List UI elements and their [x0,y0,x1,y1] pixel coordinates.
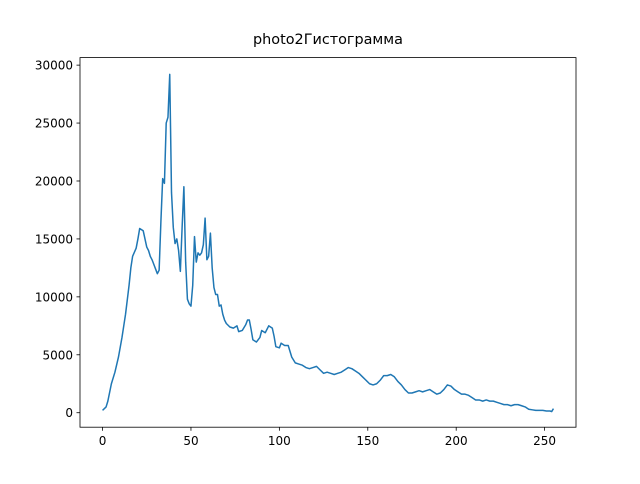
plot-frame [79,57,577,428]
y-tick-label: 20000 [35,174,73,188]
y-tick-label: 0 [65,406,73,420]
y-tick-label: 25000 [35,117,73,131]
x-tick-label: 0 [99,434,107,448]
x-tick-label: 200 [445,434,468,448]
y-tick-label: 10000 [35,290,73,304]
x-tick-label: 100 [268,434,291,448]
x-tick-label: 250 [533,434,556,448]
y-tick-label: 5000 [42,348,73,362]
x-tick-label: 50 [183,434,198,448]
chart-title: photo2Гистограмма [253,32,403,48]
data-line [102,73,555,413]
x-tick-label: 150 [356,434,379,448]
y-tick-label: 15000 [35,232,73,246]
y-tick-label: 30000 [35,59,73,73]
